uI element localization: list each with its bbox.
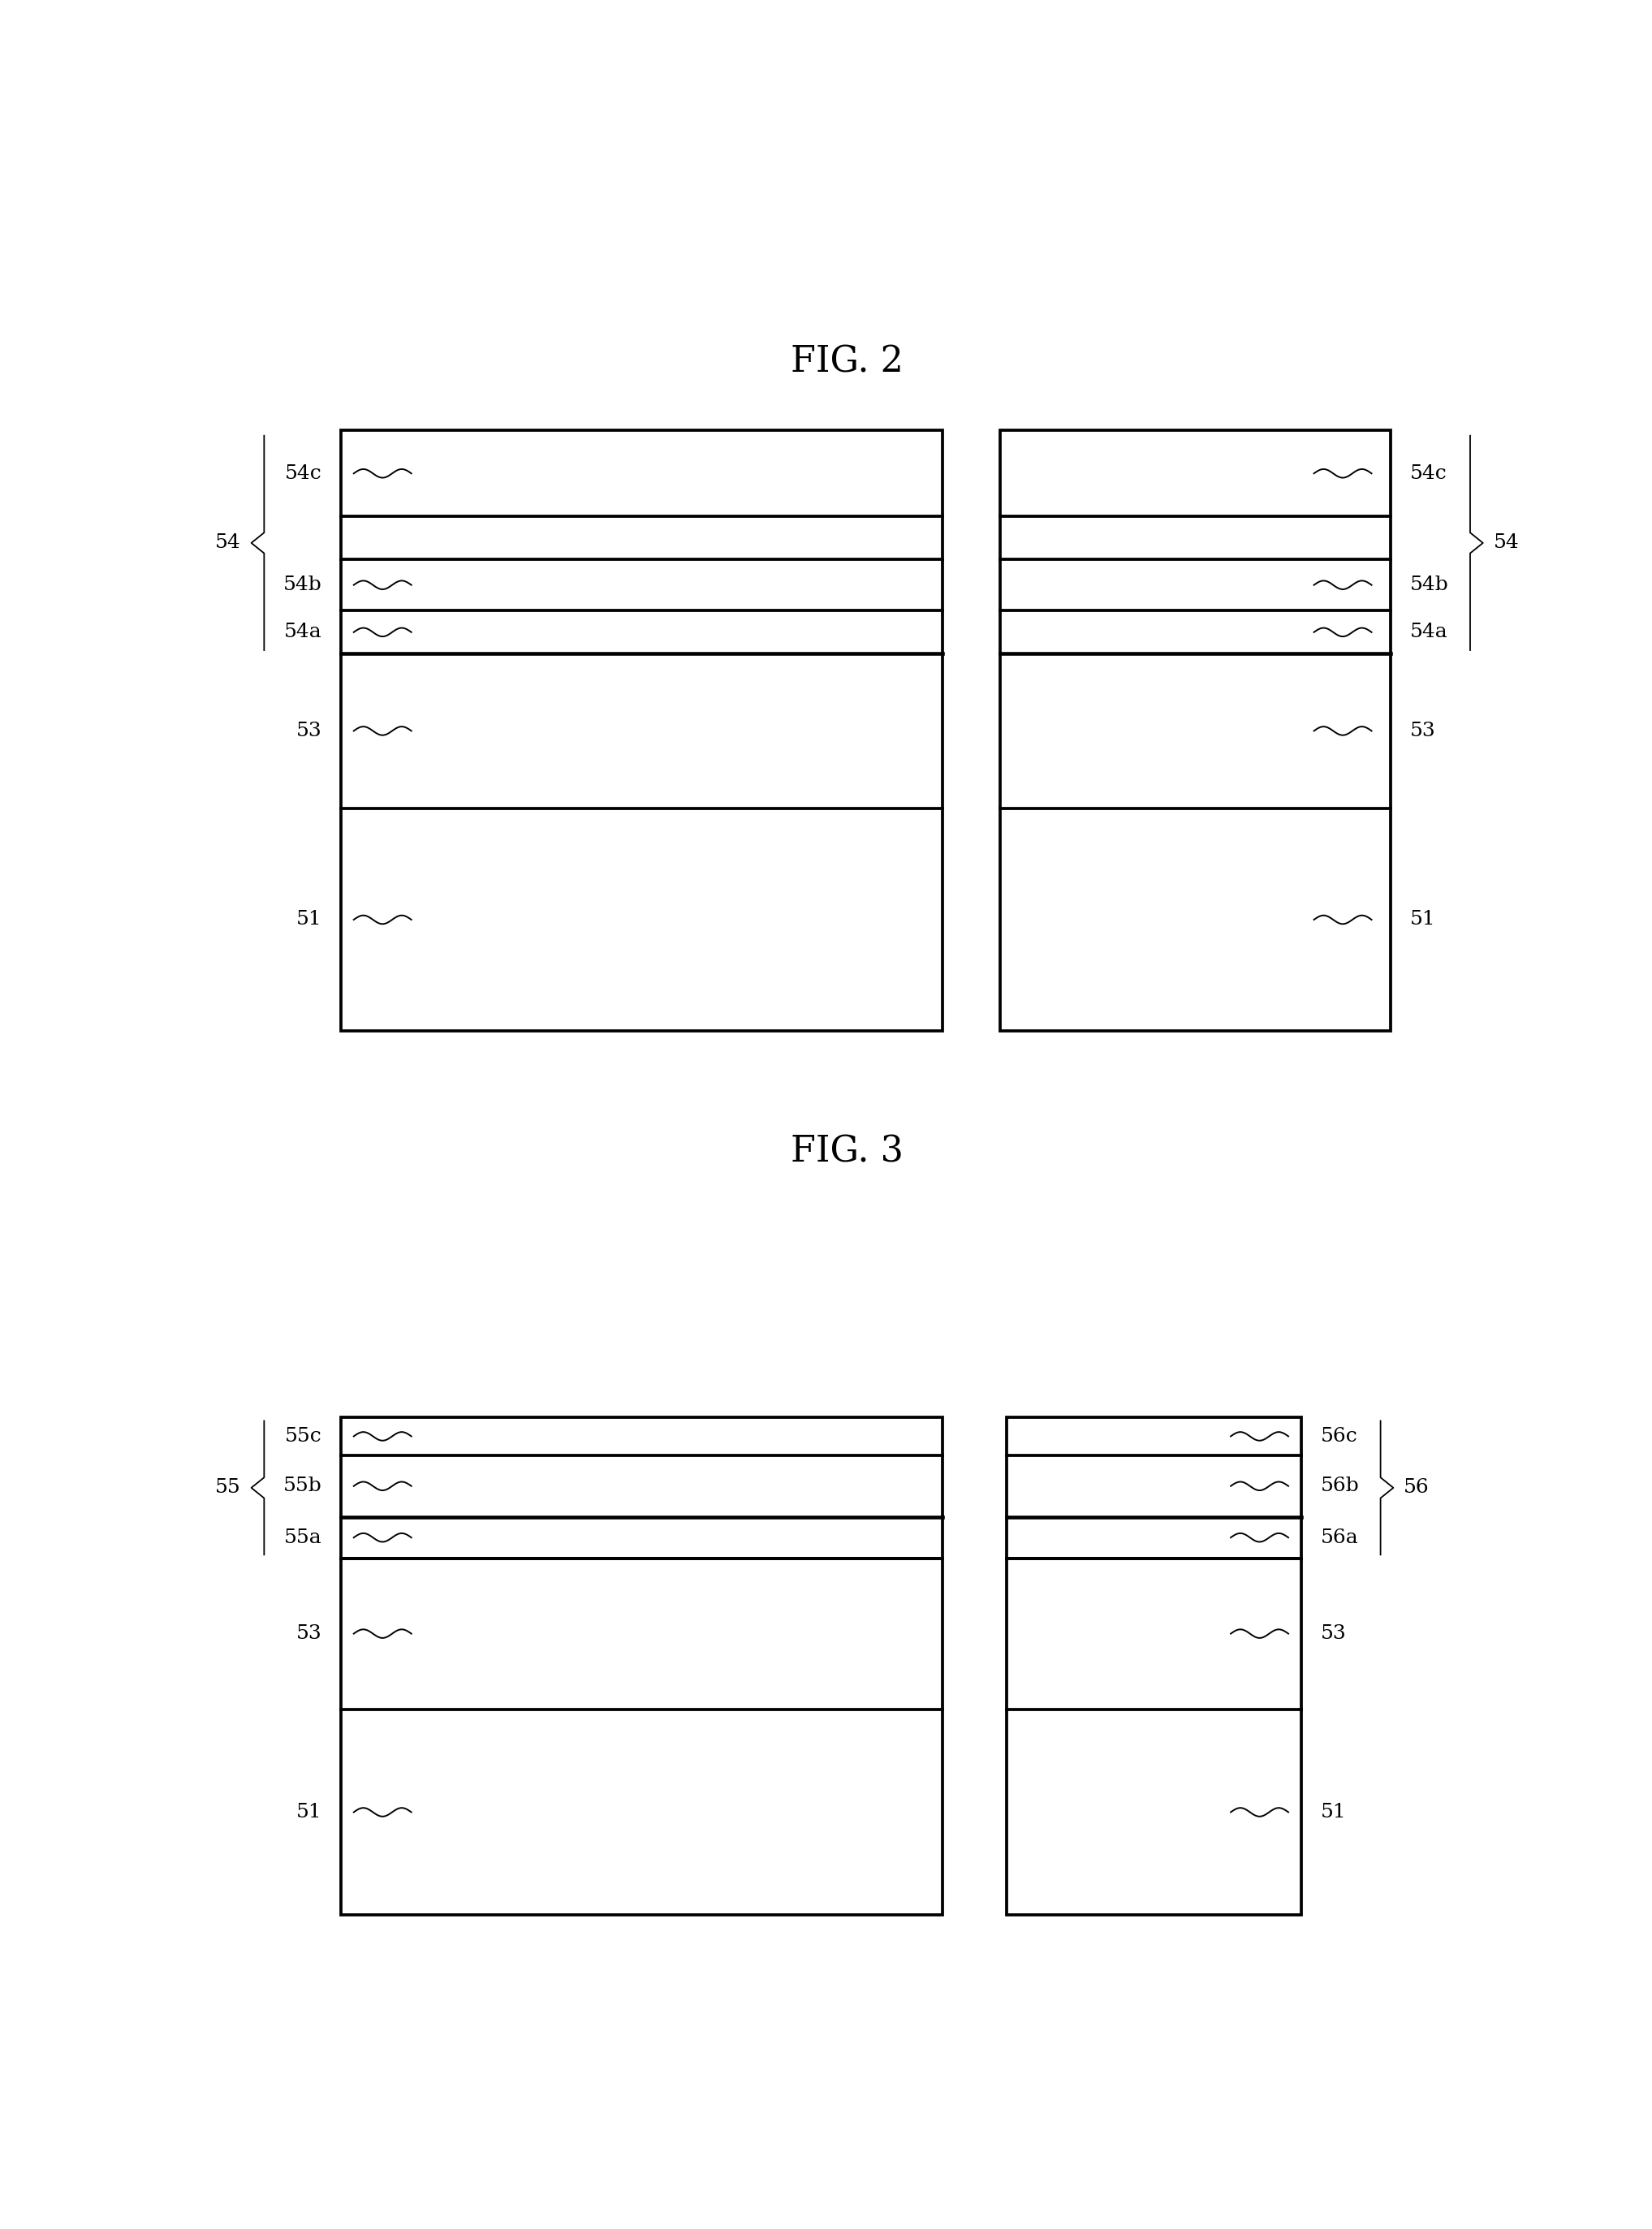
- Text: 54: 54: [1493, 533, 1518, 553]
- Bar: [340, 1418, 943, 1558]
- Text: FIG. 3: FIG. 3: [790, 1135, 904, 1170]
- Text: 53: 53: [1320, 1625, 1346, 1643]
- Text: 53: 53: [296, 1625, 322, 1643]
- Text: 54c: 54c: [284, 464, 322, 484]
- Text: 54b: 54b: [282, 575, 322, 595]
- Bar: [340, 1558, 943, 1915]
- Bar: [1006, 1418, 1302, 1558]
- Text: 53: 53: [1411, 722, 1436, 740]
- Bar: [1001, 430, 1391, 1032]
- Text: 54c: 54c: [1411, 464, 1447, 484]
- Text: 51: 51: [1411, 909, 1436, 929]
- Text: 54: 54: [215, 533, 241, 553]
- Text: 54a: 54a: [1411, 622, 1447, 642]
- Text: 56: 56: [1404, 1478, 1429, 1498]
- Text: 55c: 55c: [284, 1427, 322, 1447]
- Text: FIG. 2: FIG. 2: [790, 345, 904, 379]
- Text: 55a: 55a: [284, 1529, 322, 1547]
- Bar: [1006, 1558, 1302, 1915]
- Text: 51: 51: [296, 909, 322, 929]
- Text: 54b: 54b: [1411, 575, 1449, 595]
- Text: 56b: 56b: [1320, 1478, 1360, 1496]
- Text: 56c: 56c: [1320, 1427, 1358, 1447]
- Text: 51: 51: [296, 1803, 322, 1821]
- Text: 55: 55: [215, 1478, 241, 1498]
- Text: 55b: 55b: [282, 1478, 322, 1496]
- Text: 54a: 54a: [284, 622, 322, 642]
- Text: 51: 51: [1320, 1803, 1346, 1821]
- Bar: [340, 430, 943, 1032]
- Text: 56a: 56a: [1320, 1529, 1358, 1547]
- Text: 53: 53: [296, 722, 322, 740]
